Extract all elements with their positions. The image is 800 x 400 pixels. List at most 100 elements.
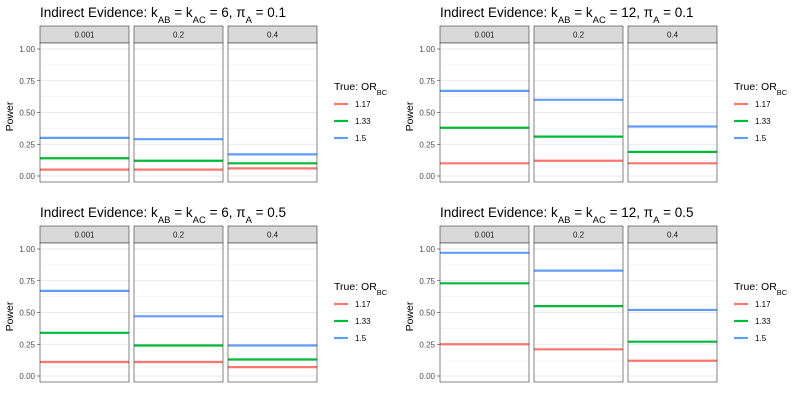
facet-label: 0.2 xyxy=(173,31,185,40)
panel-border xyxy=(627,242,718,383)
chart-title: Indirect Evidence: kAB = kAC = 6, πA = 0… xyxy=(40,5,286,26)
panel-border xyxy=(439,42,530,183)
facet-label: 0.4 xyxy=(667,31,679,40)
y-tick-label: 0.25 xyxy=(19,340,35,349)
title-subscript: AC xyxy=(593,15,606,26)
legend-title: True: ORBC xyxy=(334,81,388,97)
facet-panel-2: 0.2 xyxy=(533,225,624,383)
panel-border xyxy=(133,242,224,383)
title-subscript: AB xyxy=(158,15,171,26)
legend-title: True: ORBC xyxy=(734,81,788,97)
y-tick-label: 1.00 xyxy=(19,45,35,54)
title-text: = k xyxy=(571,5,593,20)
facet-label: 0.001 xyxy=(474,231,495,240)
facet-label: 0.001 xyxy=(474,31,495,40)
y-tick-label: 0.75 xyxy=(419,77,435,86)
title-text: = 12, π xyxy=(606,5,653,20)
y-axis-title: Power xyxy=(4,101,16,131)
y-tick-label: 0.25 xyxy=(419,340,435,349)
title-subscript: AB xyxy=(558,15,571,26)
panel-border xyxy=(533,242,624,383)
y-tick-label: 1.00 xyxy=(419,245,435,254)
facet-panel-1: 0.001 xyxy=(439,25,530,183)
legend-title-subscript: BC xyxy=(777,88,788,97)
y-tick-label: 0.75 xyxy=(19,277,35,286)
facet-label: 0.001 xyxy=(74,31,95,40)
legend: True: ORBC 1.17 1.33 1.5 xyxy=(734,81,788,143)
title-text: = 0.1 xyxy=(252,5,286,20)
y-tick-label: 0.00 xyxy=(19,172,35,181)
facet-label: 0.4 xyxy=(667,231,679,240)
title-subscript: AC xyxy=(193,215,206,226)
legend-label: 1.5 xyxy=(355,334,367,343)
y-tick-label: 0.00 xyxy=(419,172,435,181)
legend-title-text: True: OR xyxy=(334,81,377,93)
title-text: Indirect Evidence: k xyxy=(40,205,158,220)
title-text: = 6, π xyxy=(206,5,246,20)
panel-border xyxy=(227,42,318,183)
legend-label: 1.33 xyxy=(755,317,771,326)
title-subscript: A xyxy=(653,215,660,226)
panel-border xyxy=(439,242,530,383)
y-tick-label: 0.75 xyxy=(419,277,435,286)
title-subscript: AB xyxy=(558,215,571,226)
panel-border xyxy=(533,42,624,183)
title-text: = k xyxy=(171,205,193,220)
legend-label: 1.33 xyxy=(355,317,371,326)
title-text: = 0.5 xyxy=(659,205,693,220)
chart-title: Indirect Evidence: kAB = kAC = 12, πA = … xyxy=(440,205,694,226)
chart-title: Indirect Evidence: kAB = kAC = 12, πA = … xyxy=(440,5,694,26)
legend: True: ORBC 1.17 1.33 1.5 xyxy=(734,281,788,343)
facet-label: 0.2 xyxy=(573,31,585,40)
facet-label: 0.4 xyxy=(267,231,279,240)
title-subscript: AC xyxy=(193,15,206,26)
y-tick-label: 0.50 xyxy=(419,109,435,118)
y-tick-label: 0.50 xyxy=(19,109,35,118)
panel-border xyxy=(627,42,718,183)
title-subscript: A xyxy=(246,15,253,26)
title-text: Indirect Evidence: k xyxy=(440,205,558,220)
title-text: Indirect Evidence: k xyxy=(440,5,558,20)
y-tick-label: 1.00 xyxy=(19,245,35,254)
subplot-1: Indirect Evidence: kAB = kAC = 6, πA = 0… xyxy=(4,5,388,183)
facet-panel-3: 0.4 xyxy=(227,25,318,183)
y-axis-title: Power xyxy=(4,301,16,331)
facet-panel-2: 0.2 xyxy=(133,225,224,383)
y-tick-label: 0.25 xyxy=(419,140,435,149)
y-axis-title: Power xyxy=(404,101,416,131)
title-subscript: A xyxy=(653,15,660,26)
y-axis-title: Power xyxy=(404,301,416,331)
panel-border xyxy=(39,42,130,183)
facet-label: 0.001 xyxy=(74,231,95,240)
legend-title-subscript: BC xyxy=(777,288,788,297)
subplot-4: Indirect Evidence: kAB = kAC = 12, πA = … xyxy=(404,205,788,383)
panel-border xyxy=(227,242,318,383)
facet-panel-2: 0.2 xyxy=(133,25,224,183)
legend-label: 1.17 xyxy=(755,300,771,309)
y-tick-label: 0.00 xyxy=(419,372,435,381)
legend-label: 1.17 xyxy=(755,100,771,109)
legend-title-subscript: BC xyxy=(377,288,388,297)
title-text: = 0.1 xyxy=(659,5,693,20)
legend-label: 1.5 xyxy=(355,134,367,143)
title-text: = k xyxy=(571,205,593,220)
facet-panel-3: 0.4 xyxy=(627,225,718,383)
title-subscript: AC xyxy=(593,215,606,226)
legend-title-subscript: BC xyxy=(377,88,388,97)
legend-label: 1.5 xyxy=(755,334,767,343)
title-text: = 6, π xyxy=(206,205,246,220)
y-tick-label: 0.75 xyxy=(19,77,35,86)
legend-label: 1.17 xyxy=(355,100,371,109)
subplot-3: Indirect Evidence: kAB = kAC = 6, πA = 0… xyxy=(4,205,388,383)
facet-panel-3: 0.4 xyxy=(627,25,718,183)
facet-panel-2: 0.2 xyxy=(533,25,624,183)
facet-label: 0.4 xyxy=(267,31,279,40)
legend-title: True: ORBC xyxy=(734,281,788,297)
facet-panel-3: 0.4 xyxy=(227,225,318,383)
title-subscript: A xyxy=(246,215,253,226)
legend: True: ORBC 1.17 1.33 1.5 xyxy=(334,281,388,343)
y-tick-label: 0.50 xyxy=(19,309,35,318)
facet-label: 0.2 xyxy=(573,231,585,240)
y-tick-label: 0.50 xyxy=(419,309,435,318)
y-tick-label: 0.00 xyxy=(19,372,35,381)
